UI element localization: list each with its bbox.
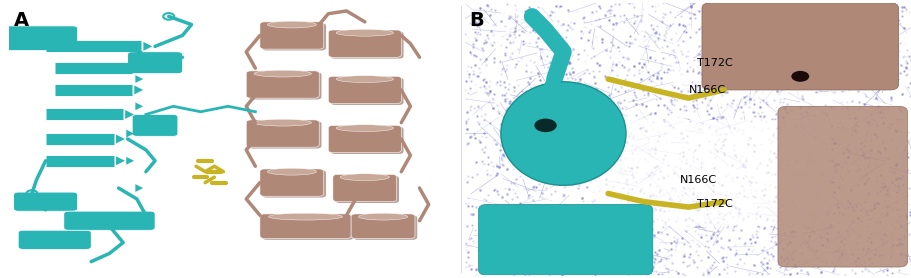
Text: A: A: [14, 11, 29, 30]
FancyBboxPatch shape: [248, 72, 322, 100]
FancyBboxPatch shape: [262, 215, 353, 240]
Text: N166C: N166C: [688, 85, 725, 95]
FancyBboxPatch shape: [701, 3, 897, 90]
FancyBboxPatch shape: [330, 127, 403, 154]
FancyBboxPatch shape: [328, 76, 401, 104]
FancyBboxPatch shape: [589, 120, 831, 226]
FancyBboxPatch shape: [777, 106, 906, 267]
FancyBboxPatch shape: [335, 176, 399, 203]
FancyBboxPatch shape: [353, 215, 417, 240]
FancyBboxPatch shape: [5, 26, 77, 51]
FancyBboxPatch shape: [128, 52, 182, 74]
FancyBboxPatch shape: [14, 192, 77, 211]
FancyBboxPatch shape: [260, 169, 323, 196]
FancyBboxPatch shape: [330, 78, 403, 105]
Ellipse shape: [340, 174, 389, 180]
FancyBboxPatch shape: [328, 125, 401, 153]
FancyBboxPatch shape: [260, 22, 323, 49]
Ellipse shape: [267, 168, 316, 175]
Ellipse shape: [269, 213, 343, 220]
FancyBboxPatch shape: [132, 115, 178, 136]
Ellipse shape: [358, 213, 407, 220]
FancyBboxPatch shape: [248, 121, 322, 148]
FancyBboxPatch shape: [330, 31, 403, 59]
Ellipse shape: [267, 21, 316, 28]
Text: T172C: T172C: [697, 58, 732, 68]
Ellipse shape: [253, 70, 312, 77]
FancyBboxPatch shape: [351, 214, 415, 239]
FancyBboxPatch shape: [246, 71, 319, 98]
FancyBboxPatch shape: [262, 23, 326, 51]
FancyBboxPatch shape: [64, 211, 155, 230]
FancyBboxPatch shape: [18, 230, 91, 249]
Ellipse shape: [500, 82, 625, 185]
FancyBboxPatch shape: [328, 30, 401, 57]
FancyBboxPatch shape: [246, 120, 319, 147]
FancyBboxPatch shape: [262, 170, 326, 198]
FancyBboxPatch shape: [260, 214, 351, 239]
Ellipse shape: [335, 29, 394, 36]
FancyBboxPatch shape: [478, 204, 652, 275]
Ellipse shape: [335, 76, 394, 83]
Ellipse shape: [335, 125, 394, 131]
Text: B: B: [469, 11, 484, 30]
FancyBboxPatch shape: [333, 174, 396, 202]
Text: N166C: N166C: [679, 175, 716, 185]
Circle shape: [534, 118, 556, 132]
Text: T172C: T172C: [697, 199, 732, 209]
Ellipse shape: [253, 119, 312, 126]
Circle shape: [791, 71, 808, 82]
